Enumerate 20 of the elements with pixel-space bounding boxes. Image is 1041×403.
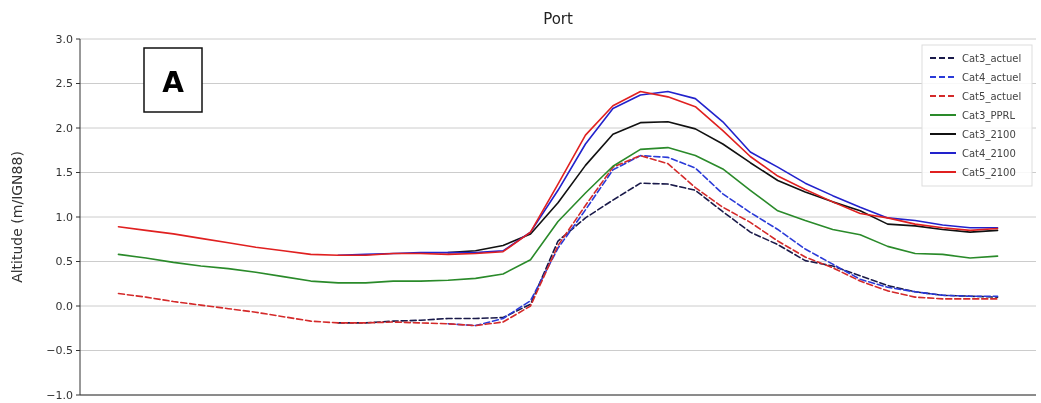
legend-label: Cat5_actuel bbox=[962, 90, 1022, 103]
legend-label: Cat3_actuel bbox=[962, 52, 1022, 65]
legend-label: Cat4_actuel bbox=[962, 71, 1022, 84]
legend-label: Cat3_PPRL bbox=[962, 109, 1016, 122]
y-tick-label: 2.5 bbox=[55, 77, 73, 91]
y-axis-title: Altitude (m/IGN88) bbox=[9, 151, 25, 283]
y-tick-label: −1.0 bbox=[46, 388, 73, 402]
legend-label: Cat4_2100 bbox=[962, 147, 1016, 160]
legend-label: Cat3_2100 bbox=[962, 128, 1016, 141]
line-series bbox=[337, 182, 999, 324]
y-tick-label: 2.0 bbox=[55, 121, 73, 135]
y-tick-label: −0.5 bbox=[46, 344, 73, 358]
chart-title: Port bbox=[543, 10, 573, 28]
y-tick-label: 0.0 bbox=[55, 299, 73, 313]
y-tick-label: 1.0 bbox=[55, 210, 73, 224]
y-tick-label: 0.5 bbox=[55, 255, 73, 269]
annotation: A bbox=[162, 65, 185, 99]
y-tick-label: 1.5 bbox=[55, 166, 73, 180]
legend-label: Cat5_2100 bbox=[962, 166, 1016, 179]
y-tick-label: 3.0 bbox=[55, 32, 73, 46]
